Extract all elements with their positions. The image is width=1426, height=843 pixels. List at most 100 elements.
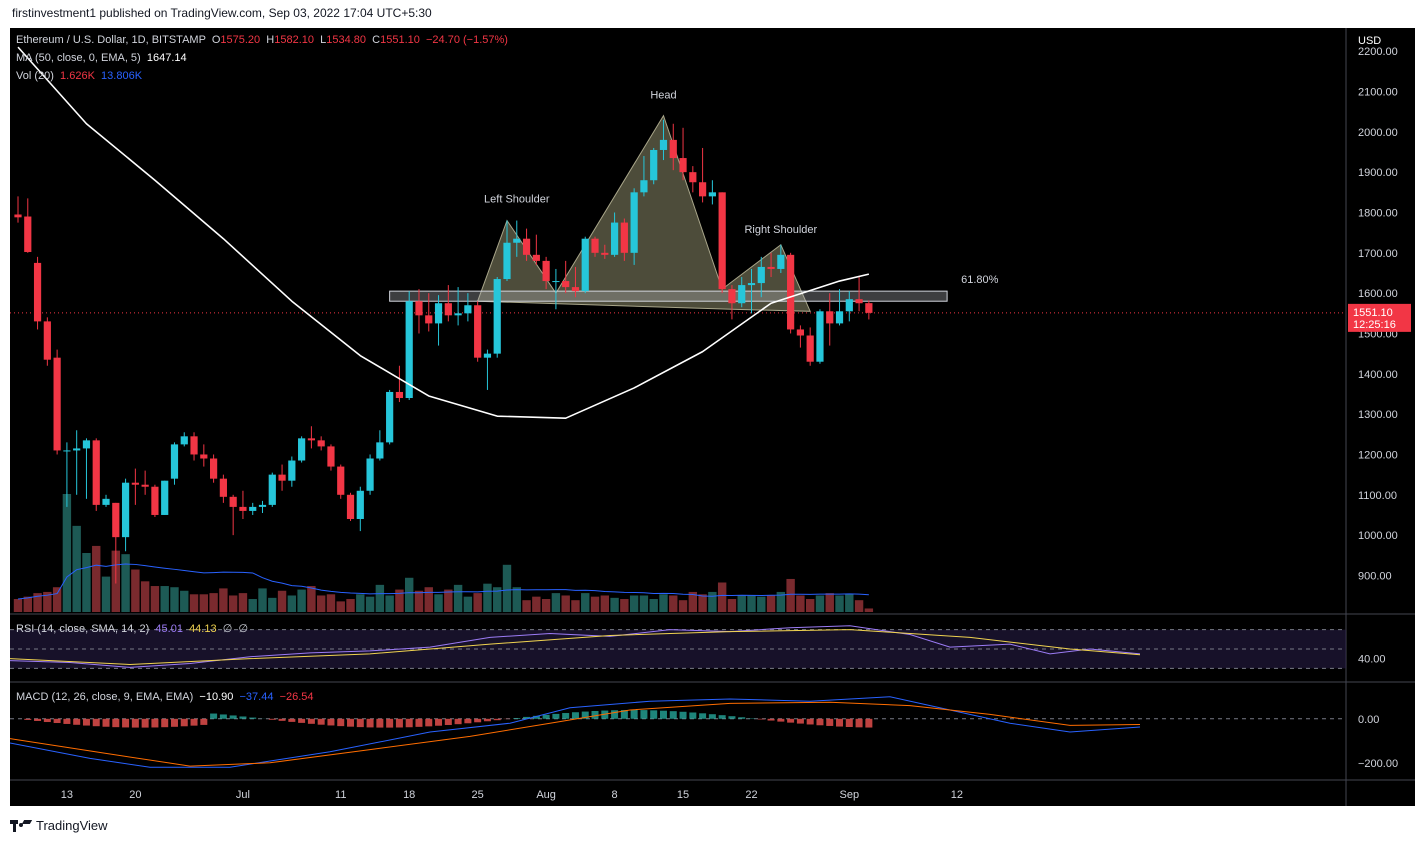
legend-macd-signal: −26.54 — [279, 691, 314, 703]
volume-bar — [238, 593, 248, 612]
legend-vol-value: 1.626K — [60, 70, 95, 82]
volume-bar — [434, 594, 443, 612]
macd-line — [10, 696, 1141, 768]
volume-bar — [101, 576, 111, 612]
macd-histogram-bar — [718, 715, 726, 719]
candle-body — [699, 182, 707, 197]
left-shoulder-label: Left Shoulder — [484, 194, 550, 206]
macd-histogram-bar — [161, 718, 169, 728]
candle-body — [650, 149, 658, 181]
legend-rsi-label: RSI (14, close, SMA, 14, 2) — [16, 623, 150, 635]
volume-bar — [82, 553, 91, 612]
volume-bar — [375, 584, 385, 612]
candle-body — [425, 315, 433, 324]
candle-body — [258, 504, 267, 507]
volume-bar — [336, 601, 345, 612]
volume-bar — [571, 600, 580, 612]
candle-body — [82, 440, 91, 449]
last-price-badge — [1348, 303, 1411, 332]
macd-histogram-bar — [268, 718, 276, 720]
volume-bar — [248, 599, 257, 612]
candle-body — [24, 216, 32, 253]
price-axis-tick: 900.00 — [1358, 570, 1392, 582]
chart-canvas[interactable]: 61.80% Left Shoulder Head Right Shoulder USD… — [10, 28, 1415, 806]
candle-body — [356, 490, 364, 519]
candle-body — [33, 262, 42, 322]
volume-bar — [316, 595, 326, 612]
candle-body — [366, 458, 374, 491]
macd-histogram-bar — [454, 718, 462, 725]
macd-histogram-bar — [796, 718, 804, 724]
volume-bar — [854, 600, 864, 612]
candle-body — [278, 474, 286, 481]
volume-bar — [405, 577, 414, 612]
legend-rsi-extra2: ∅ — [238, 623, 249, 635]
candle-body — [542, 260, 550, 282]
macd-histogram-bar — [141, 718, 149, 728]
macd-histogram-bar — [659, 710, 667, 719]
macd-histogram-bar — [669, 711, 677, 719]
candle-body — [601, 252, 609, 255]
macd-histogram-bar — [689, 712, 697, 719]
candle-body — [679, 158, 687, 173]
time-axis-label: 11 — [335, 789, 346, 801]
candle-body — [610, 222, 619, 255]
macd-histogram-bar — [347, 718, 355, 727]
legend-macd-label: MACD (12, 26, close, 9, EMA, EMA) — [16, 691, 194, 703]
legend-change: −24.70 (−1.57%) — [426, 34, 508, 46]
macd-histogram-bar — [552, 713, 560, 719]
volume-bar — [160, 586, 169, 612]
volume-bar — [581, 593, 590, 612]
price-axis-tick: 1100.00 — [1358, 490, 1397, 502]
chart-frame[interactable]: 61.80% Left Shoulder Head Right Shoulder USD… — [10, 28, 1415, 806]
volume-bar — [92, 545, 101, 612]
candle-body — [317, 440, 325, 447]
macd-histogram-bar — [474, 718, 482, 723]
volume-bar — [757, 596, 766, 612]
candle-body — [43, 321, 51, 360]
legend-rsi-row: RSI (14, close, SMA, 14, 2) 45.01 44.13 … — [16, 622, 248, 635]
legend-rsi-ma: 44.13 — [189, 623, 217, 635]
candle-body — [630, 192, 638, 253]
macd-histogram-bar — [787, 718, 795, 723]
volume-ma-line — [17, 563, 869, 600]
macd-histogram-bar — [523, 716, 531, 719]
candle-body — [92, 440, 100, 505]
candle-body — [268, 474, 276, 505]
candle-body — [767, 266, 775, 269]
volume-bar — [463, 596, 473, 612]
legend-vol-row: Vol (20) 1.626K 13.806K — [16, 70, 142, 82]
candle-body — [718, 192, 726, 290]
time-axis-label: Sep — [840, 789, 860, 801]
volume-bar — [727, 599, 737, 612]
candle-body — [434, 303, 443, 324]
candle-body — [620, 222, 628, 253]
candle-body — [571, 287, 580, 292]
macd-histogram-bar — [190, 718, 198, 726]
candle-body — [288, 460, 296, 481]
volume-bar — [776, 591, 786, 612]
candle-body — [239, 506, 247, 511]
candle-body — [415, 301, 423, 316]
macd-histogram-bar — [288, 718, 296, 722]
volume-bar — [815, 595, 825, 612]
volume-bar — [590, 596, 600, 612]
macd-histogram-bar — [170, 718, 178, 727]
volume-bar — [326, 594, 336, 612]
volume-bar — [297, 589, 306, 612]
price-axis-tick: 1000.00 — [1358, 530, 1398, 542]
macd-histogram-bar — [435, 718, 443, 726]
macd-histogram-bar — [757, 718, 765, 720]
price-axis-tick: 2200.00 — [1358, 46, 1398, 58]
legend-ma-label: MA (50, close, 0, EMA, 5) — [16, 52, 141, 64]
macd-histogram-bar — [650, 710, 658, 719]
last-price-value: 1551.10 — [1353, 307, 1393, 319]
candle-body — [865, 303, 873, 313]
macd-histogram-bar — [229, 715, 237, 719]
time-axis-label: 20 — [129, 789, 141, 801]
footer-brand[interactable]: TradingView — [36, 818, 108, 833]
volume-bar — [385, 595, 394, 612]
volume-bar — [649, 599, 658, 612]
macd-histogram-bar — [151, 718, 159, 728]
volume-bar — [140, 581, 150, 612]
